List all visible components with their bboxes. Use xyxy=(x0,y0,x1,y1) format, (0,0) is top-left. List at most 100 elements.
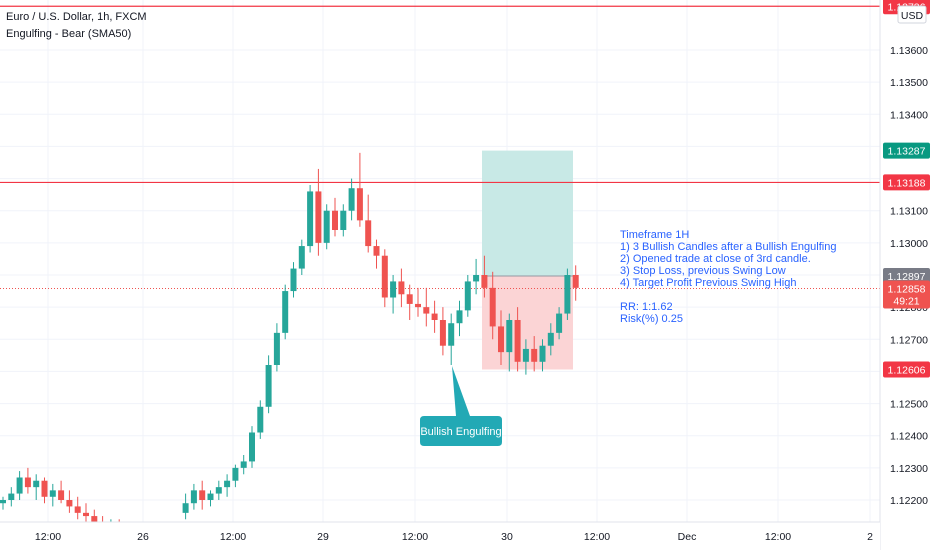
candle-body xyxy=(74,506,81,513)
target-badge[interactable]: 1.13287 xyxy=(883,142,930,159)
price-tick-label: 1.12700 xyxy=(890,334,928,346)
candle-body xyxy=(481,275,488,288)
candle-body xyxy=(431,313,438,320)
price-tick-label: 1.12200 xyxy=(890,495,928,507)
candle[interactable] xyxy=(547,323,554,356)
indicator-title[interactable]: Engulfing - Bear (SMA50) xyxy=(6,28,131,40)
candle[interactable] xyxy=(506,313,513,372)
time-tick-label: Dec xyxy=(678,531,697,543)
candle[interactable] xyxy=(498,310,504,365)
callout-bubble xyxy=(420,366,502,446)
candle[interactable] xyxy=(406,284,413,320)
candle[interactable] xyxy=(290,262,297,298)
candle[interactable] xyxy=(49,483,56,507)
candle[interactable] xyxy=(224,474,231,497)
candle[interactable] xyxy=(315,168,322,256)
candle[interactable] xyxy=(41,477,48,504)
candle[interactable] xyxy=(356,152,363,227)
candle[interactable] xyxy=(539,339,546,372)
candle[interactable] xyxy=(199,480,206,510)
stop-badge-label: 1.12606 xyxy=(888,365,926,377)
candle[interactable] xyxy=(265,355,272,414)
candle-body xyxy=(489,287,496,327)
entry-badge[interactable]: 1.12897 xyxy=(883,267,930,284)
candle[interactable] xyxy=(348,178,355,221)
candle[interactable] xyxy=(564,268,571,320)
candle[interactable] xyxy=(423,287,430,327)
candle[interactable] xyxy=(572,265,579,301)
candle[interactable] xyxy=(215,480,222,500)
candle[interactable] xyxy=(323,204,330,250)
symbol-title[interactable]: Euro / U.S. Dollar, 1h, FXCM xyxy=(6,11,147,23)
candle[interactable] xyxy=(0,496,6,510)
candle[interactable] xyxy=(190,483,197,510)
candle[interactable] xyxy=(232,464,239,488)
candle[interactable] xyxy=(556,307,563,340)
candle-body xyxy=(83,512,89,517)
candle[interactable] xyxy=(415,287,421,317)
time-tick-label: 2 xyxy=(867,531,873,543)
candle[interactable] xyxy=(273,323,280,372)
candle[interactable] xyxy=(298,239,305,275)
candle[interactable] xyxy=(464,275,471,317)
countdown-label: 49:21 xyxy=(893,296,919,308)
time-tick-label: 12:00 xyxy=(220,531,246,543)
candle[interactable] xyxy=(481,255,488,298)
candle[interactable] xyxy=(249,426,255,468)
candle-body xyxy=(423,307,430,314)
currency-selector[interactable]: USD xyxy=(897,5,927,24)
target-zone[interactable] xyxy=(482,150,573,276)
note-line: 3) Stop Loss, previous Swing Low xyxy=(620,265,786,277)
stop-badge[interactable]: 1.12606 xyxy=(883,361,930,378)
candle[interactable] xyxy=(16,471,23,500)
resistance-badge[interactable]: 1.13188 xyxy=(883,174,930,191)
candle[interactable] xyxy=(522,339,529,375)
candle[interactable] xyxy=(373,239,380,269)
candle[interactable] xyxy=(33,474,40,500)
candle[interactable] xyxy=(514,307,521,372)
candle[interactable] xyxy=(365,194,372,253)
candle[interactable] xyxy=(381,249,388,308)
candle[interactable] xyxy=(489,271,496,340)
entry-badge-bg xyxy=(883,267,930,284)
candle[interactable] xyxy=(257,400,264,439)
currency-box xyxy=(897,5,927,24)
candle[interactable] xyxy=(24,467,31,494)
candle[interactable] xyxy=(8,487,15,507)
candle[interactable] xyxy=(340,204,347,237)
candle[interactable] xyxy=(182,493,189,520)
candle-body xyxy=(373,246,380,256)
candle[interactable] xyxy=(240,455,247,475)
candle[interactable] xyxy=(58,480,65,504)
candle[interactable] xyxy=(207,490,214,507)
time-axis[interactable]: 12:00 26 12:00 29 12:00 30 12:00 Dec 12:00 2 xyxy=(0,521,880,550)
candle[interactable] xyxy=(456,300,463,337)
candle[interactable] xyxy=(307,185,314,253)
candle-body xyxy=(390,281,397,298)
candle[interactable] xyxy=(74,496,81,520)
candle[interactable] xyxy=(390,275,397,314)
time-axis-bg xyxy=(0,522,880,550)
note-line: 1) 3 Bullish Candles after a Bullish Eng… xyxy=(620,241,836,253)
candle[interactable] xyxy=(66,490,73,513)
candle[interactable] xyxy=(531,336,538,372)
candle[interactable] xyxy=(431,300,438,333)
bullish-engulfing-callout[interactable]: Bullish Engulfing xyxy=(420,366,502,446)
candle[interactable] xyxy=(439,307,446,356)
trade-notes[interactable]: Timeframe 1H1) 3 Bullish Candles after a… xyxy=(620,229,836,325)
candle-body xyxy=(41,480,48,497)
candle[interactable] xyxy=(448,313,455,365)
note-line: 2) Opened trade at close of 3rd candle. xyxy=(620,253,811,265)
price-tick-label: 1.13100 xyxy=(890,206,928,218)
candle-body xyxy=(182,503,189,513)
price-tick-label: 1.13400 xyxy=(890,109,928,121)
candle[interactable] xyxy=(332,197,338,237)
candle[interactable] xyxy=(473,258,480,295)
candle-body xyxy=(531,348,538,362)
candle-body xyxy=(257,406,264,433)
candle[interactable] xyxy=(398,268,405,308)
candle[interactable] xyxy=(282,284,289,340)
